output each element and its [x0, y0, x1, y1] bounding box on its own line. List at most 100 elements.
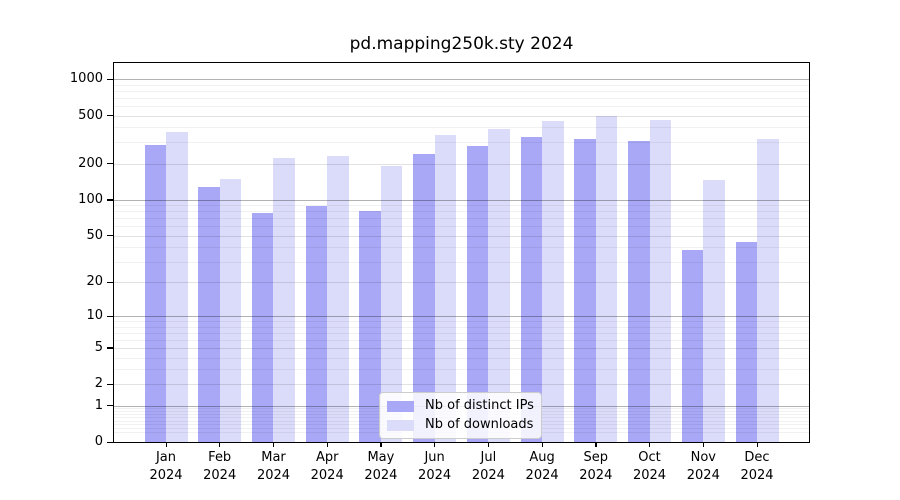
x-tick-label-sep: Sep 2024 — [564, 449, 628, 484]
labeled-gridline-2 — [114, 384, 809, 386]
minor-gridline-30 — [114, 261, 809, 263]
x-tick-month-jul: Jul — [480, 450, 497, 465]
minor-gridline-6 — [114, 339, 809, 341]
x-tick-label-jul: Jul 2024 — [456, 449, 520, 484]
x-tick-year-nov: 2024 — [686, 467, 720, 483]
x-tick-month-feb: Feb — [208, 450, 232, 465]
bar-ips-dec — [735, 242, 757, 442]
minor-gridline-60 — [114, 226, 809, 228]
x-tick-label-dec: Dec 2024 — [725, 449, 789, 484]
minor-gridline-8 — [114, 326, 809, 328]
bar-ips-nov — [681, 249, 704, 442]
x-tick-year-mar: 2024 — [256, 467, 291, 483]
x-tick-feb — [219, 443, 221, 447]
bar-downloads-jun — [434, 135, 457, 442]
labeled-gridline-50 — [114, 235, 809, 237]
bar-ips-mar — [251, 213, 274, 442]
legend-label-ips: Nb of distinct IPs — [425, 398, 534, 413]
labeled-gridline-500 — [114, 115, 809, 117]
x-tick-month-sep: Sep — [583, 450, 609, 465]
x-tick-label-may: May 2024 — [349, 449, 413, 484]
bar-downloads-jul — [488, 129, 510, 442]
x-tick-label-mar: Mar 2024 — [242, 449, 306, 484]
y-tick-label-200: 200 — [78, 155, 103, 171]
x-tick-month-nov: Nov — [690, 450, 716, 465]
x-tick-oct — [649, 443, 651, 447]
minor-gridline-90 — [114, 205, 809, 207]
y-tick-label-50: 50 — [86, 227, 103, 243]
y-tick-label-100: 100 — [78, 191, 103, 207]
x-tick-year-apr: 2024 — [310, 467, 344, 483]
x-tick-year-jan: 2024 — [149, 467, 183, 483]
x-tick-jul — [487, 443, 490, 447]
bar-ips-jun — [413, 154, 435, 442]
y-tick-label-2: 2 — [94, 376, 103, 392]
minor-gridline-700 — [114, 98, 809, 100]
bar-downloads-aug — [542, 121, 564, 442]
x-tick-label-jan: Jan 2024 — [134, 449, 198, 484]
x-tick-year-dec: 2024 — [740, 467, 774, 483]
labeled-gridline-5 — [114, 347, 809, 349]
major-gridline-1000 — [114, 79, 809, 81]
bar-ips-aug — [520, 137, 543, 442]
x-tick-month-jun: Jun — [424, 450, 445, 465]
minor-gridline-400 — [114, 127, 809, 129]
x-tick-mar — [273, 443, 275, 447]
bar-downloads-dec — [757, 138, 779, 442]
legend: Nb of distinct IPs Nb of downloads — [379, 392, 542, 439]
x-tick-label-oct: Oct 2024 — [618, 449, 682, 484]
x-tick-label-nov: Nov 2024 — [671, 449, 735, 484]
bar-downloads-nov — [703, 180, 725, 442]
x-tick-sep — [595, 443, 597, 447]
x-tick-year-jun: 2024 — [418, 467, 452, 483]
chart-title: pd.mapping250k.sty 2024 — [349, 34, 574, 54]
labeled-gridline-20 — [114, 282, 809, 284]
x-tick-may — [380, 443, 382, 447]
bar-downloads-sep — [595, 115, 618, 442]
labeled-gridline-200 — [114, 163, 809, 165]
x-tick-jun — [434, 443, 436, 447]
x-tick-aug — [541, 443, 543, 447]
x-tick-label-jun: Jun 2024 — [403, 449, 467, 484]
y-tick-label-1000: 1000 — [69, 71, 103, 87]
x-tick-month-apr: Apr — [315, 450, 339, 465]
x-tick-month-mar: Mar — [261, 450, 286, 465]
legend-item-ips: Nb of distinct IPs — [387, 398, 534, 414]
bar-downloads-mar — [273, 158, 295, 442]
bar-ips-oct — [628, 140, 650, 442]
x-tick-apr — [326, 443, 328, 447]
minor-gridline-900 — [114, 84, 809, 86]
minor-gridline-800 — [114, 91, 809, 93]
legend-swatch-downloads — [387, 419, 414, 431]
x-tick-nov — [702, 443, 705, 447]
bar-downloads-apr — [327, 155, 349, 442]
y-tick-label-10: 10 — [86, 308, 103, 324]
minor-gridline-9 — [114, 321, 809, 323]
x-tick-year-may: 2024 — [364, 467, 398, 483]
x-tick-year-jul: 2024 — [471, 467, 505, 483]
minor-gridline-7 — [114, 332, 809, 334]
y-tick-label-20: 20 — [86, 274, 103, 290]
x-tick-month-jan: Jan — [155, 450, 177, 465]
y-tick-label-500: 500 — [78, 107, 103, 123]
major-gridline-100 — [114, 199, 809, 201]
x-tick-year-oct: 2024 — [632, 467, 667, 483]
bar-ips-jul — [466, 146, 489, 442]
legend-label-downloads: Nb of downloads — [425, 417, 534, 432]
plot-area: Nb of distinct IPs Nb of downloads — [113, 62, 810, 443]
x-tick-year-sep: 2024 — [579, 467, 613, 483]
y-tick-label-5: 5 — [94, 339, 103, 355]
bar-ips-jan — [144, 145, 166, 442]
bar-ips-feb — [198, 187, 220, 442]
bar-ips-may — [359, 210, 381, 442]
x-tick-month-oct: Oct — [638, 450, 661, 465]
minor-gridline-4 — [114, 357, 809, 359]
minor-gridline-3 — [114, 369, 809, 371]
x-tick-month-aug: Aug — [529, 450, 555, 465]
x-tick-month-dec: Dec — [744, 450, 770, 465]
y-tick-label-1: 1 — [94, 397, 103, 413]
x-tick-year-aug: 2024 — [525, 467, 559, 483]
x-tick-label-feb: Feb 2024 — [188, 449, 252, 484]
x-tick-dec — [756, 443, 758, 447]
bar-downloads-jan — [166, 131, 188, 442]
